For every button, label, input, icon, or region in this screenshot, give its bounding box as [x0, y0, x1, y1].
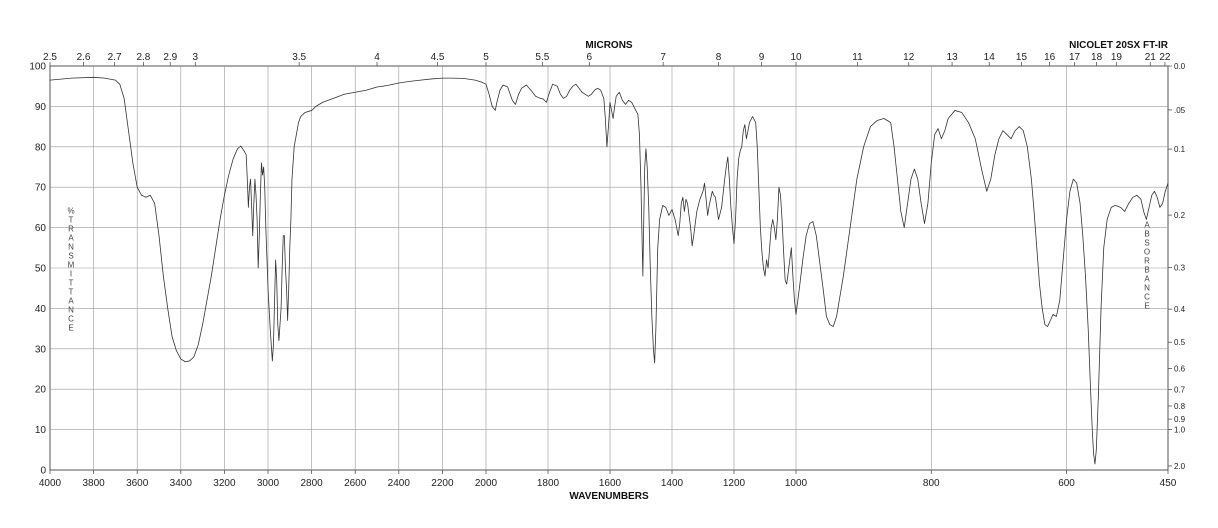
right-tick-label: 0.3: [1174, 264, 1186, 273]
top-tick-label: 4.5: [431, 52, 445, 63]
bottom-tick-label: 3800: [82, 478, 105, 489]
left-tick-label: 50: [35, 264, 47, 275]
right-tick-label: 0.8: [1174, 402, 1186, 411]
bottom-tick-label: 1600: [599, 478, 622, 489]
bottom-tick-label: 3000: [257, 478, 280, 489]
bottom-tick-label: 2800: [300, 478, 323, 489]
left-tick-label: 100: [29, 62, 46, 73]
right-tick-label: 0.2: [1174, 211, 1186, 220]
left-tick-label: 40: [35, 304, 47, 315]
top-tick-label: 10: [790, 52, 802, 63]
bottom-tick-label: 450: [1160, 478, 1177, 489]
top-tick-label: 21: [1145, 52, 1157, 63]
top-tick-label: 2.8: [136, 52, 150, 63]
left-tick-label: 10: [35, 425, 47, 436]
right-tick-label: 0.1: [1174, 145, 1186, 154]
bottom-tick-label: 800: [923, 478, 940, 489]
left-tick-label: 20: [35, 385, 47, 396]
top-tick-label: 7: [660, 52, 666, 63]
top-tick-label: 14: [984, 52, 996, 63]
top-tick-label: 13: [947, 52, 959, 63]
top-axis-title: MICRONS: [585, 40, 633, 51]
top-tick-label: 12: [903, 52, 915, 63]
axis-titles: MICRONS WAVENUMBERS NICOLET 20SX FT-IR: [569, 40, 1168, 502]
top-tick-label: 5.5: [535, 52, 549, 63]
left-tick-label: 90: [35, 102, 47, 113]
top-tick-label: 15: [1016, 52, 1028, 63]
right-tick-label: 0.0: [1174, 62, 1186, 71]
top-tick-label: 2.6: [77, 52, 91, 63]
top-tick-label: 3: [193, 52, 199, 63]
spectrum-line: [49, 76, 1169, 465]
left-tick-label: 60: [35, 223, 47, 234]
top-tick-label: 19: [1111, 52, 1123, 63]
bottom-tick-label: 3200: [213, 478, 236, 489]
vertical-axis-titles: % T R A N S M I T T A N C E A B S O R B A N C E: [67, 207, 1150, 333]
top-tick-label: 22: [1159, 52, 1171, 63]
top-tick-label: 2.9: [163, 52, 177, 63]
top-tick-label: 5: [483, 52, 489, 63]
left-axis-title: % T R A N S M I T T A N C E: [67, 207, 74, 333]
bottom-tick-label: 4000: [39, 478, 62, 489]
right-tick-label: 0.7: [1174, 385, 1186, 394]
grid: [49, 65, 1169, 471]
instrument-label: NICOLET 20SX FT-IR: [1069, 40, 1169, 51]
left-tick-label: 80: [35, 142, 47, 153]
top-tick-label: 3.5: [292, 52, 306, 63]
bottom-tick-label: 1200: [723, 478, 746, 489]
right-tick-label: 0.6: [1174, 365, 1186, 374]
right-tick-label: 0.5: [1174, 338, 1186, 347]
right-tick-label: .05: [1174, 106, 1186, 115]
top-tick-label: 2.7: [108, 52, 122, 63]
bottom-tick-label: 600: [1058, 478, 1075, 489]
right-tick-label: 0.4: [1174, 305, 1186, 314]
right-tick-label: 1.0: [1174, 426, 1186, 435]
bottom-tick-label: 2400: [388, 478, 411, 489]
bottom-tick-label: 2000: [475, 478, 498, 489]
top-tick-label: 9: [759, 52, 765, 63]
bottom-tick-label: 1400: [661, 478, 684, 489]
bottom-tick-label: 1800: [537, 478, 560, 489]
left-tick-label: 0: [40, 466, 46, 477]
top-tick-label: 16: [1044, 52, 1056, 63]
top-tick-label: 11: [852, 52, 863, 63]
bottom-tick-label: 3400: [170, 478, 193, 489]
bottom-tick-label: 2600: [344, 478, 367, 489]
bottom-tick-label: 3600: [126, 478, 149, 489]
right-tick-label: 2.0: [1174, 462, 1186, 471]
bottom-tick-label: 2200: [431, 478, 454, 489]
bottom-axis-title: WAVENUMBERS: [569, 491, 649, 502]
top-tick-label: 18: [1091, 52, 1103, 63]
spectrum-series: [49, 76, 1169, 465]
right-tick-label: 0.9: [1174, 415, 1186, 424]
left-tick-label: 30: [35, 344, 47, 355]
left-tick-label: 70: [35, 183, 47, 194]
bottom-tick-label: 1000: [785, 478, 808, 489]
top-tick-label: 8: [716, 52, 722, 63]
top-tick-label: 6: [587, 52, 593, 63]
top-tick-label: 2.5: [43, 52, 57, 63]
top-tick-label: 17: [1069, 52, 1081, 63]
top-tick-label: 4: [374, 52, 380, 63]
